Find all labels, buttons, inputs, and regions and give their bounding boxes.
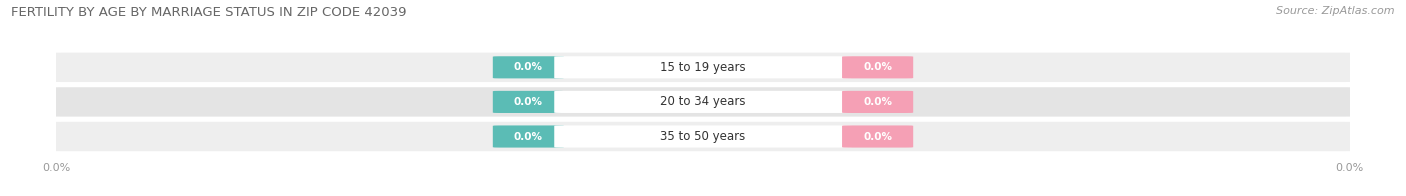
Text: 0.0%: 0.0% <box>863 62 893 72</box>
Text: 0.0%: 0.0% <box>513 132 543 142</box>
FancyBboxPatch shape <box>494 56 564 78</box>
FancyBboxPatch shape <box>842 56 914 78</box>
FancyBboxPatch shape <box>494 125 564 148</box>
FancyBboxPatch shape <box>494 91 564 113</box>
FancyBboxPatch shape <box>554 125 852 148</box>
Text: 15 to 19 years: 15 to 19 years <box>661 61 745 74</box>
FancyBboxPatch shape <box>44 86 1362 118</box>
Text: FERTILITY BY AGE BY MARRIAGE STATUS IN ZIP CODE 42039: FERTILITY BY AGE BY MARRIAGE STATUS IN Z… <box>11 6 406 19</box>
Text: 0.0%: 0.0% <box>863 97 893 107</box>
Text: 0.0%: 0.0% <box>863 132 893 142</box>
FancyBboxPatch shape <box>842 91 914 113</box>
Text: 35 to 50 years: 35 to 50 years <box>661 130 745 143</box>
Text: 0.0%: 0.0% <box>513 62 543 72</box>
FancyBboxPatch shape <box>842 125 914 148</box>
Text: 0.0%: 0.0% <box>513 97 543 107</box>
Text: 20 to 34 years: 20 to 34 years <box>661 95 745 108</box>
FancyBboxPatch shape <box>44 121 1362 152</box>
Text: Source: ZipAtlas.com: Source: ZipAtlas.com <box>1277 6 1395 16</box>
FancyBboxPatch shape <box>554 56 852 78</box>
FancyBboxPatch shape <box>44 52 1362 83</box>
FancyBboxPatch shape <box>554 91 852 113</box>
